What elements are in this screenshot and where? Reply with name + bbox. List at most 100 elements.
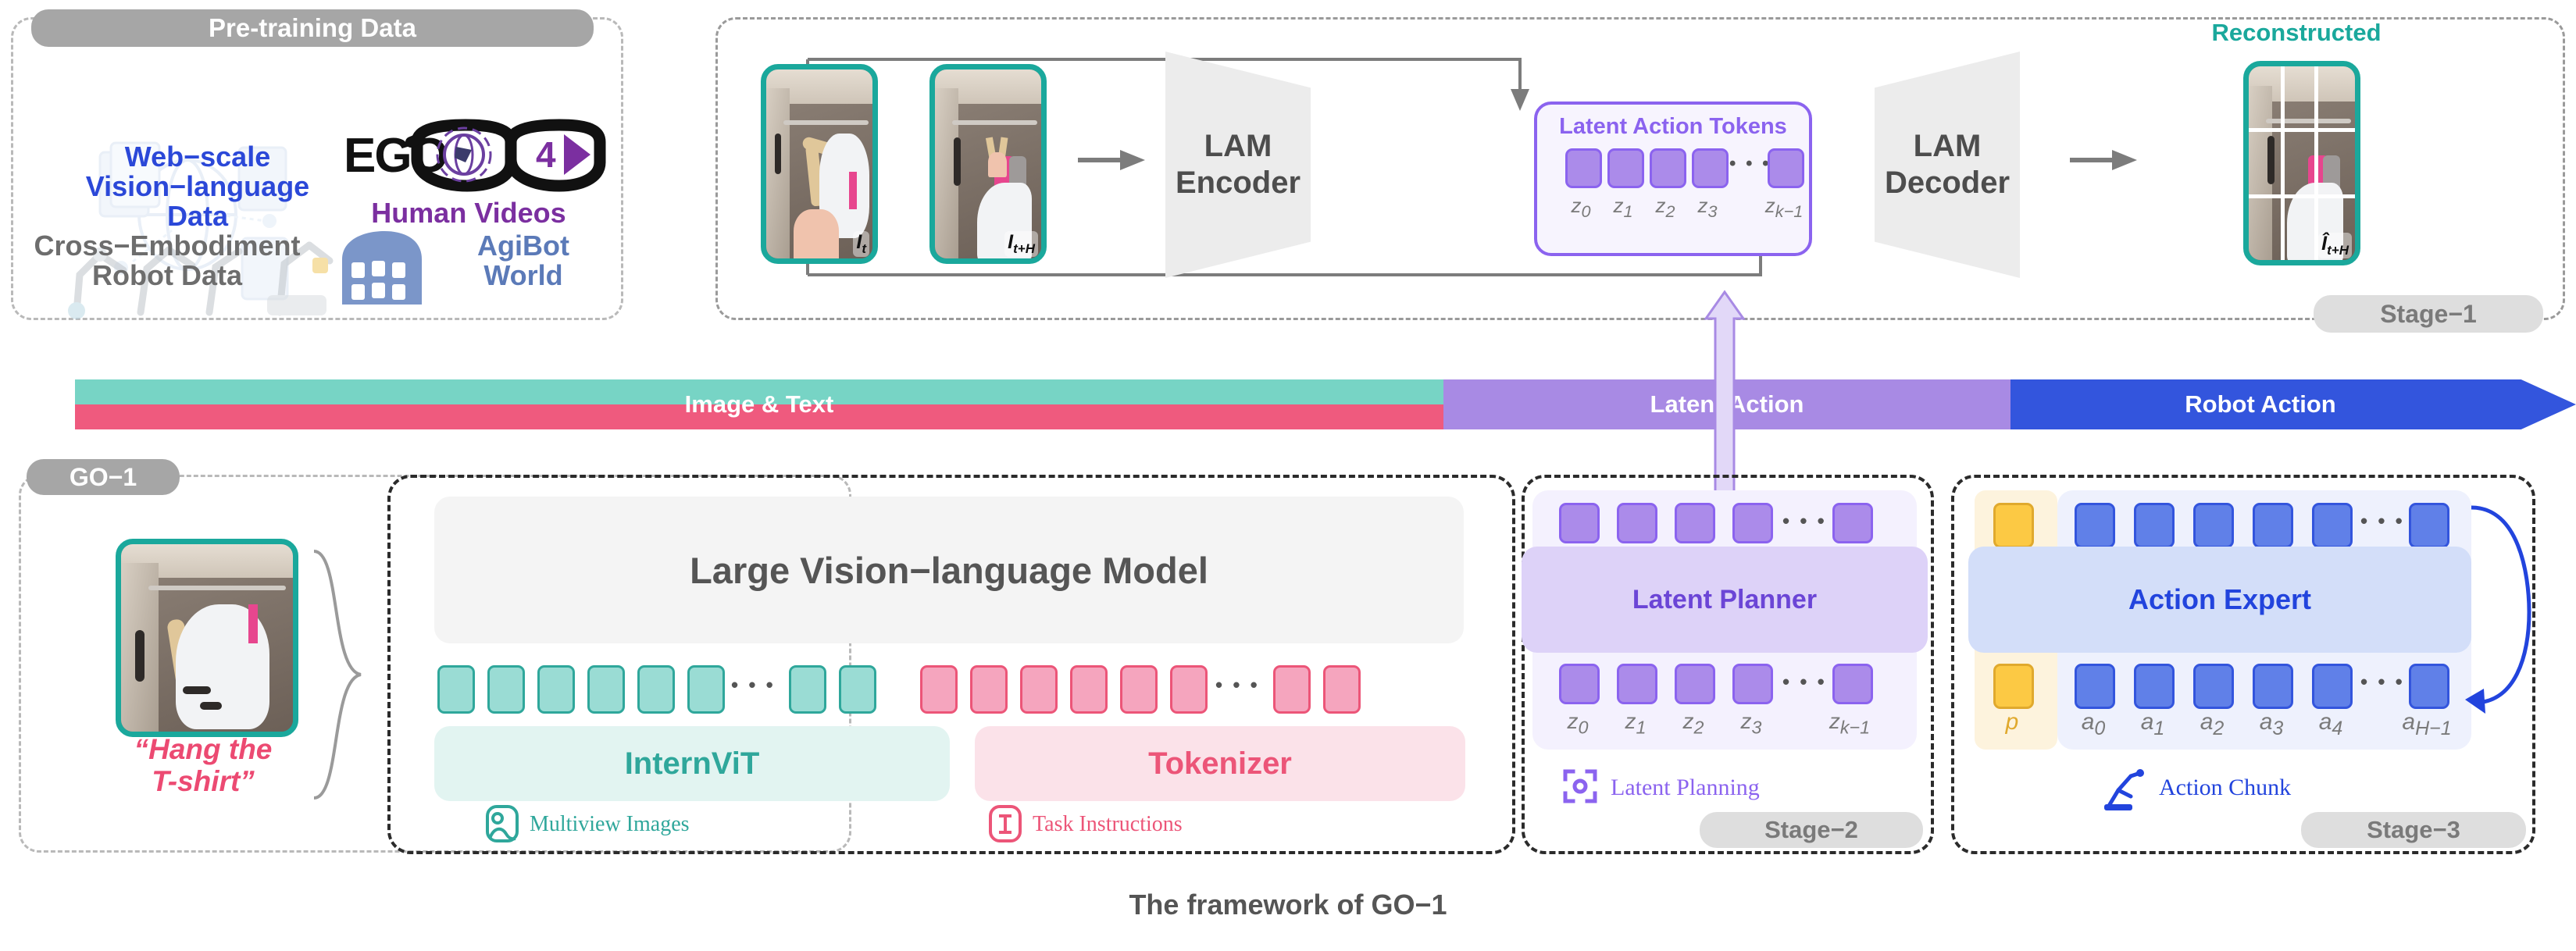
text-token-4 (1120, 665, 1158, 714)
agibot-line-1: AgiBot (477, 230, 569, 262)
lam-decoder-label: LAM Decoder (1884, 128, 2010, 200)
ego4d-logo: EGO 4 (344, 117, 606, 203)
internvit-block: InternViT (434, 726, 950, 801)
frame-t-label: It (853, 231, 869, 257)
vision-token-7 (839, 665, 876, 714)
stage3-top-action-token-4 (2312, 503, 2353, 548)
stage2-panel (1522, 475, 1934, 854)
text-token-2 (1020, 665, 1058, 714)
pretraining-data-header: Pre-training Data (31, 9, 594, 47)
svg-text:4: 4 (536, 134, 556, 175)
latent-action-token-0 (1565, 148, 1602, 188)
stage2-bottom-token-last (1832, 664, 1873, 704)
multiview-images-caption: Multiview Images (530, 812, 690, 836)
cross-embodiment-line-1: Cross−Embodiment (34, 230, 301, 262)
lam-encoder-label: LAM Encoder (1175, 128, 1301, 200)
stage3-state-token-label: p (2005, 709, 2019, 735)
reconstructed-label: Reconstructed (2211, 19, 2382, 46)
stage3-bottom-ellipsis: • • • (2360, 670, 2405, 693)
robot-arms-decoration-icon (68, 241, 334, 319)
stage2-token-label-0: z0 (1567, 709, 1589, 738)
arrow-frames-to-encoder-icon (1078, 150, 1145, 170)
large-vision-language-model-block: Large Vision−language Model (434, 497, 1464, 643)
latent-planner-block: Latent Planner (1522, 547, 1928, 653)
reconstructed-image-label: Ît+H (2318, 233, 2352, 258)
text-token-3 (1070, 665, 1108, 714)
agibot-line-2: World (483, 259, 563, 292)
agibot-colosseum-icon (342, 231, 422, 305)
pretraining-item-cross-embodiment: Cross−Embodiment Robot Data (11, 230, 323, 290)
stage3-action-label-last: aH−1 (2402, 709, 2452, 739)
vision-token-3 (587, 665, 625, 714)
stage2-bottom-ellipsis: • • • (1782, 670, 1827, 693)
latent-token-label-2: z2 (1655, 194, 1675, 222)
stage3-bottom-action-token-0 (2075, 664, 2115, 709)
focus-target-icon (1563, 769, 1597, 803)
go1-input-brace (313, 550, 362, 800)
latent-planner-label: Latent Planner (1632, 584, 1818, 614)
go1-instruction-line-2: T-shirt” (152, 764, 255, 797)
stage1-badge-label: Stage−1 (2380, 299, 2477, 328)
stage3-top-action-token-2 (2193, 503, 2234, 548)
lam-decoder-block: LAM Decoder (1875, 52, 2020, 278)
multiview-images-icon (486, 805, 519, 842)
text-token-0 (920, 665, 958, 714)
text-token-7 (1323, 665, 1361, 714)
figure-caption: The framework of GO−1 (1129, 889, 1447, 921)
stage2-bottom-token-2 (1675, 664, 1715, 704)
stage3-panel (1951, 475, 2535, 854)
reconstructed-image: Ît+H (2243, 61, 2360, 265)
lvm-label: Large Vision−language Model (690, 549, 1208, 591)
internvit-label: InternViT (624, 746, 760, 781)
vision-token-0 (437, 665, 475, 714)
flowbar-robot-action-label: Robot Action (2185, 390, 2336, 418)
stage3-bottom-state-token (1993, 664, 2034, 709)
stage3-bottom-action-token-2 (2193, 664, 2234, 709)
text-tokens-ellipsis: • • • (1215, 673, 1260, 696)
vision-token-1 (487, 665, 525, 714)
stage3-action-label-2: a2 (2200, 709, 2225, 739)
stage3-bottom-action-token-4 (2312, 664, 2353, 709)
vision-token-2 (537, 665, 575, 714)
stage3-top-action-token-1 (2134, 503, 2175, 548)
flowbar-image-text-bottom (75, 404, 1443, 429)
pretraining-item-human-videos: Human Videos (371, 197, 566, 229)
vision-token-6 (789, 665, 826, 714)
stage2-token-label-1: z1 (1625, 709, 1647, 738)
action-chunk-caption: Action Chunk (2159, 775, 2292, 800)
text-token-1 (970, 665, 1008, 714)
task-instructions-icon (989, 805, 1022, 842)
go1-instruction-line-1: “Hang the (134, 733, 273, 765)
latent-action-tokens-title: Latent Action Tokens (1559, 114, 1787, 139)
stage3-action-label-0: a0 (2081, 709, 2106, 739)
latent-action-tokens-ellipsis: • • • (1729, 153, 1771, 174)
latent-token-label-1: z1 (1613, 194, 1633, 222)
stage2-top-token-2 (1675, 503, 1715, 543)
stage2-token-label-3: z3 (1740, 709, 1762, 738)
stage2-bottom-token-0 (1559, 664, 1600, 704)
go1-input-image (116, 539, 298, 737)
frame-t-image: It (761, 64, 878, 264)
vision-tokens-ellipsis: • • • (731, 673, 776, 696)
flowbar-image-text-label: Image & Text (684, 390, 834, 418)
latent-action-token-2 (1650, 148, 1686, 188)
vlm-panel (387, 475, 1515, 854)
stage3-bottom-action-token-last (2409, 664, 2449, 709)
stage2-bottom-token-3 (1732, 664, 1773, 704)
robot-arm-icon (2104, 769, 2144, 810)
text-token-6 (1273, 665, 1311, 714)
go1-instruction: “Hang the T-shirt” (102, 733, 305, 797)
tokenizer-label: Tokenizer (1148, 746, 1292, 781)
stage2-top-token-0 (1559, 503, 1600, 543)
latent-action-token-1 (1607, 148, 1644, 188)
stage1-panel (715, 17, 2565, 320)
glasses-icon: 4 (405, 119, 606, 192)
latent-token-label-3: z3 (1697, 194, 1718, 222)
stage2-top-token-last (1832, 503, 1873, 543)
stage3-bottom-action-token-3 (2253, 664, 2293, 709)
vision-token-4 (637, 665, 675, 714)
web-scale-line-3: Data (166, 200, 229, 233)
stage3-action-label-3: a3 (2259, 709, 2284, 739)
frame-t-plus-h-label: It+H (1004, 231, 1038, 257)
stage2-badge: Stage−2 (1700, 812, 1923, 848)
